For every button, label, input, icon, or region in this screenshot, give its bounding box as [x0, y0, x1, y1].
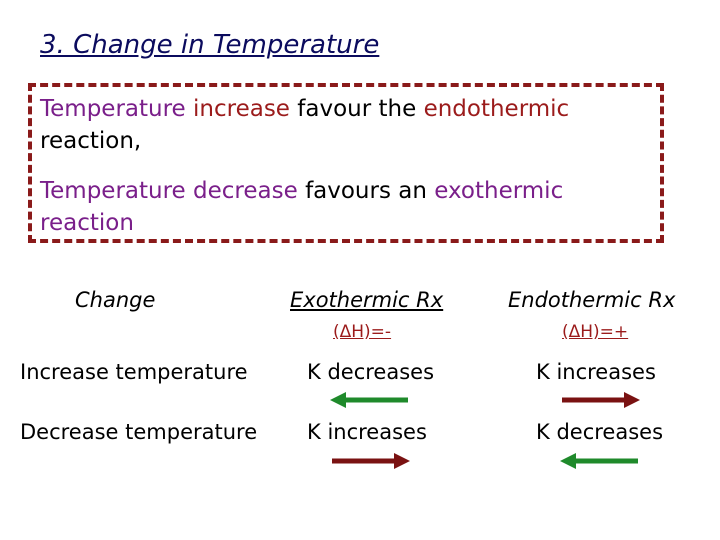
right-arrow-icon [562, 392, 640, 408]
row2-change: Decrease temperature [20, 420, 258, 444]
exo-delta-h: (ΔH)=- [333, 322, 392, 342]
header-endothermic: Endothermic Rx [508, 288, 676, 312]
endo-delta-h: (ΔH)=+ [562, 322, 629, 342]
row1-endo: K increases [536, 360, 656, 384]
word-favour: favour the [297, 96, 417, 122]
row1-change: Increase temperature [20, 360, 248, 384]
word-increase: increase [193, 96, 290, 122]
word-temperature: Temperature [40, 178, 186, 204]
right-arrow-icon [332, 453, 410, 469]
left-arrow-icon [330, 392, 408, 408]
slide-title: 3. Change in Temperature [40, 30, 380, 60]
rule-decrease: Temperature decrease favours an exotherm… [40, 175, 660, 239]
row2-exo: K increases [307, 420, 427, 444]
word-endothermic: endothermic [423, 96, 570, 122]
header-exothermic: Exothermic Rx [290, 288, 444, 312]
word-exothermic: exothermic [434, 178, 564, 204]
word-favours: favours an [305, 178, 427, 204]
rule-box: Temperature increase favour the endother… [28, 83, 664, 243]
rule-increase: Temperature increase favour the endother… [40, 93, 660, 157]
left-arrow-icon [560, 453, 638, 469]
word-reaction: reaction [40, 210, 134, 236]
header-change: Change [75, 288, 156, 312]
word-decrease: decrease [193, 178, 298, 204]
row1-exo: K decreases [307, 360, 435, 384]
row2-endo: K decreases [536, 420, 664, 444]
word-temperature: Temperature [40, 96, 186, 122]
word-reaction: reaction, [40, 128, 142, 154]
